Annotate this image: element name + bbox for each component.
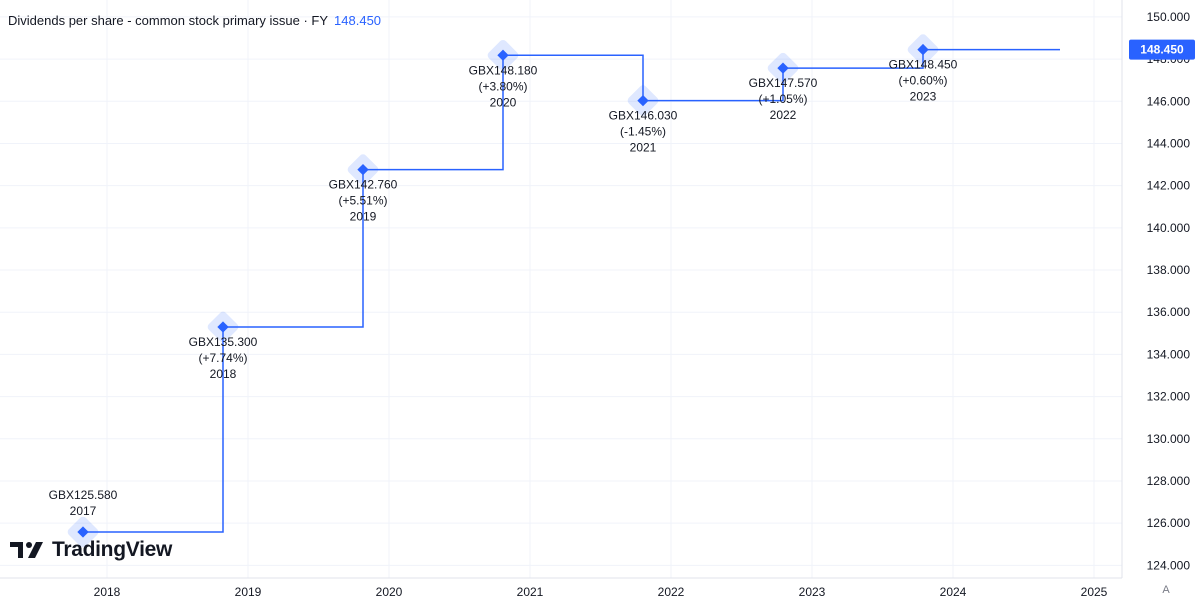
- point-year-label: 2020: [490, 95, 517, 109]
- last-value-text: 148.450: [1140, 43, 1184, 57]
- tradingview-logo-text: TradingView: [52, 538, 173, 561]
- auto-scale-button[interactable]: A: [1162, 584, 1170, 596]
- data-point-2017[interactable]: GBX125.580 2017: [49, 488, 118, 549]
- y-tick-label: 140.000: [1147, 221, 1191, 235]
- grid-lines: [0, 0, 1122, 578]
- y-tick-label: 126.000: [1147, 516, 1191, 530]
- data-point-2023[interactable]: GBX148.450 (+0.60%) 2023: [889, 33, 958, 104]
- y-tick-label: 144.000: [1147, 136, 1191, 150]
- point-marker: [497, 49, 509, 61]
- y-tick-label: 136.000: [1147, 305, 1191, 319]
- point-marker: [217, 321, 229, 333]
- point-marker: [917, 43, 929, 56]
- point-change-label: (+5.51%): [338, 194, 387, 208]
- series-step-line: [83, 48, 1060, 533]
- point-change-label: (+7.74%): [198, 351, 247, 365]
- y-tick-label: 138.000: [1147, 263, 1191, 277]
- point-value-label: GBX148.180: [469, 63, 538, 77]
- series-title: Dividends per share - common stock prima…: [8, 13, 329, 28]
- x-tick-label: 2021: [517, 585, 544, 599]
- y-tick-label: 134.000: [1147, 347, 1191, 361]
- x-tick-label: 2018: [94, 585, 121, 599]
- data-point-2021[interactable]: GBX146.030 (-1.45%) 2021: [609, 84, 678, 155]
- x-axis[interactable]: 2018 2019 2020 2021 2022 2023 2024 2025: [94, 585, 1108, 599]
- y-tick-label: 146.000: [1147, 94, 1191, 108]
- y-tick-label: 130.000: [1147, 432, 1191, 446]
- y-axis[interactable]: 150.000148.000146.000144.000142.000140.0…: [1147, 10, 1191, 572]
- point-value-label: GBX146.030: [609, 109, 678, 123]
- y-tick-label: 150.000: [1147, 10, 1191, 24]
- x-tick-label: 2023: [799, 585, 826, 599]
- x-tick-label: 2025: [1081, 585, 1108, 599]
- data-point-2022[interactable]: GBX147.570 (+1.05%) 2022: [749, 51, 818, 122]
- chart-header: Dividends per share - common stock prima…: [8, 13, 381, 28]
- point-value-label: GBX142.760: [329, 178, 398, 192]
- data-points: GBX125.5802017GBX135.300(+7.74%)2018GBX1…: [49, 33, 958, 549]
- point-value-label: GBX135.300: [189, 335, 258, 349]
- last-value-label: 148.450: [1129, 39, 1195, 60]
- last-value-box: [1129, 39, 1195, 60]
- point-marker: [357, 163, 369, 176]
- point-year-label: 2019: [350, 210, 377, 224]
- point-year-label: 2022: [770, 108, 797, 122]
- point-change-label: (+3.80%): [478, 79, 527, 93]
- tradingview-logo[interactable]: TradingView: [10, 537, 172, 563]
- point-change-label: (+0.60%): [898, 74, 947, 88]
- point-value-label: GBX125.580: [49, 488, 118, 502]
- point-year-label: 2017: [70, 504, 97, 518]
- y-tick-label: 124.000: [1147, 558, 1191, 572]
- data-point-2018[interactable]: GBX135.300 (+7.74%) 2018: [189, 310, 258, 381]
- point-year-label: 2018: [210, 367, 237, 381]
- x-tick-label: 2024: [940, 585, 967, 599]
- point-change-label: (-1.45%): [620, 125, 666, 139]
- series-last-value: 148.450: [334, 13, 382, 28]
- y-tick-label: 132.000: [1147, 390, 1191, 404]
- point-year-label: 2023: [910, 90, 937, 104]
- series-line: [83, 48, 1060, 533]
- point-value-label: GBX147.570: [749, 76, 818, 90]
- point-value-label: GBX148.450: [889, 58, 958, 72]
- x-tick-label: 2020: [376, 585, 403, 599]
- point-change-label: (+1.05%): [758, 92, 807, 106]
- y-tick-label: 142.000: [1147, 179, 1191, 193]
- data-point-2020[interactable]: GBX148.180 (+3.80%) 2020: [469, 38, 538, 109]
- x-tick-label: 2022: [658, 585, 685, 599]
- x-tick-label: 2019: [235, 585, 262, 599]
- point-year-label: 2021: [630, 141, 657, 155]
- data-point-2019[interactable]: GBX142.760 (+5.51%) 2019: [329, 153, 398, 224]
- y-tick-label: 128.000: [1147, 474, 1191, 488]
- tradingview-logo-icon: [10, 542, 43, 558]
